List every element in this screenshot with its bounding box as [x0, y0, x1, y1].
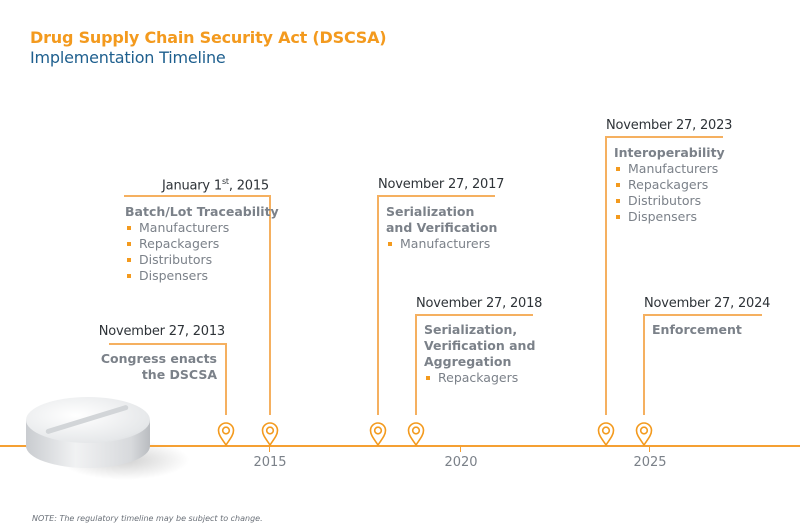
- event-content: Interoperability Manufacturers Repackage…: [614, 145, 725, 225]
- event-content: Enforcement: [652, 322, 742, 338]
- map-pin-icon: [261, 421, 279, 447]
- list-item: Dispensers: [125, 268, 279, 284]
- list-item: Repackagers: [614, 177, 725, 193]
- list-item: Repackagers: [424, 370, 535, 386]
- year-tick: [649, 445, 650, 452]
- map-pin-icon: [635, 421, 653, 447]
- event-date: November 27, 2024: [644, 296, 771, 311]
- event-rule: [643, 314, 762, 316]
- event-heading: and Verification: [386, 220, 498, 235]
- event-heading: Batch/Lot Traceability: [125, 204, 279, 219]
- list-item: Manufacturers: [386, 236, 497, 252]
- year-label: 2020: [444, 455, 478, 470]
- event-connector: [605, 136, 607, 415]
- map-pin-icon: [369, 421, 387, 447]
- event-heading: Serialization: [386, 204, 475, 219]
- year-label: 2025: [633, 455, 667, 470]
- event-rule: [415, 314, 533, 316]
- date-text: January 1: [162, 178, 222, 194]
- event-content: Serialization and Verification Manufactu…: [386, 204, 497, 252]
- event-heading: the DSCSA: [141, 367, 217, 382]
- event-content: Congress enacts the DSCSA: [101, 351, 217, 383]
- list-item: Manufacturers: [125, 220, 279, 236]
- event-content: Batch/Lot Traceability Manufacturers Rep…: [125, 204, 279, 284]
- event-heading: Interoperability: [614, 145, 725, 160]
- event-connector: [643, 314, 645, 415]
- page-subtitle: Implementation Timeline: [30, 48, 226, 67]
- event-date: November 27, 2018: [416, 296, 543, 311]
- event-content: Serialization, Verification and Aggregat…: [424, 322, 535, 386]
- map-pin-icon: [597, 421, 615, 447]
- event-rule: [377, 195, 495, 197]
- date-text: , 2015: [228, 178, 269, 194]
- event-rule: [109, 343, 226, 345]
- year-tick: [460, 445, 461, 452]
- year-label: 2015: [253, 455, 287, 470]
- list-item: Manufacturers: [614, 161, 725, 177]
- event-heading: Aggregation: [424, 354, 512, 369]
- list-item: Distributors: [125, 252, 279, 268]
- map-pin-icon: [217, 421, 235, 447]
- event-date: November 27, 2023: [606, 118, 733, 133]
- event-rule: [605, 136, 723, 138]
- event-connector: [415, 314, 417, 415]
- page-title: Drug Supply Chain Security Act (DSCSA): [30, 28, 387, 47]
- event-heading: Enforcement: [652, 322, 742, 337]
- event-connector: [269, 195, 271, 415]
- map-pin-icon: [407, 421, 425, 447]
- event-date: November 27, 2013: [98, 324, 225, 339]
- event-rule: [124, 195, 270, 197]
- event-heading: Serialization,: [424, 322, 518, 337]
- timeline-axis: [0, 445, 800, 447]
- year-tick: [269, 445, 270, 452]
- list-item: Repackagers: [125, 236, 279, 252]
- event-heading: Verification and: [424, 338, 536, 353]
- event-date: January 1st, 2015: [162, 177, 269, 193]
- event-heading: Congress enacts: [100, 351, 217, 366]
- event-connector: [377, 195, 379, 415]
- list-item: Distributors: [614, 193, 725, 209]
- footnote: NOTE: The regulatory timeline may be sub…: [32, 514, 263, 523]
- list-item: Dispensers: [614, 209, 725, 225]
- date-ordinal: st: [221, 177, 229, 186]
- event-date: November 27, 2017: [378, 177, 505, 192]
- event-connector: [225, 343, 227, 415]
